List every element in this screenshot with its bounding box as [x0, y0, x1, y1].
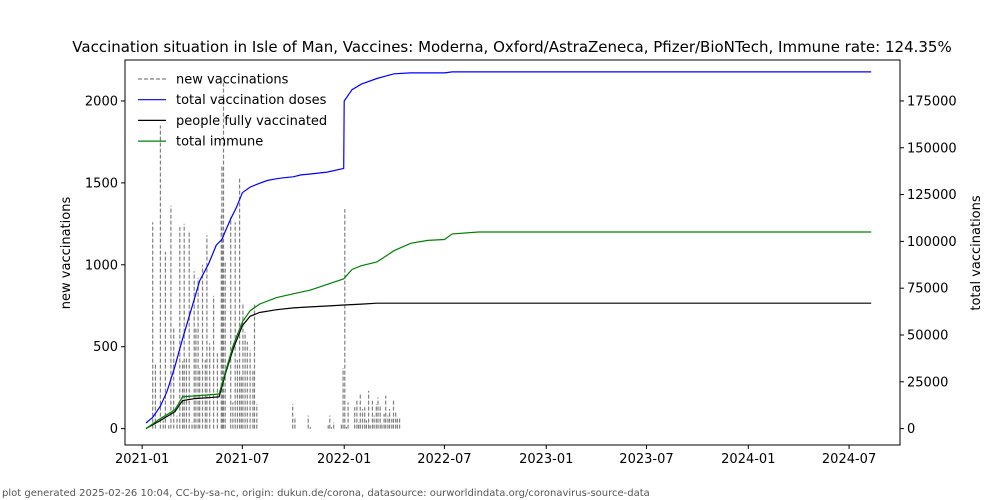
y-left-tick-label: 1500 [85, 176, 118, 191]
x-tick-label: 2021-01 [115, 452, 169, 467]
legend-label-total-immune: total immune [176, 135, 263, 150]
series-line-new-vaccinations [152, 82, 401, 429]
y-axis-left: 0 500 1000 1500 2000 [85, 94, 125, 437]
plot-area-frame [124, 59, 901, 446]
y-right-tick-label: 0 [907, 422, 915, 437]
y-left-tick-label: 2000 [85, 94, 118, 109]
y-axis-right-label: total vaccinations [969, 195, 984, 311]
y-right-tick-label: 175000 [907, 94, 957, 109]
legend-label-people-fully-vaccinated: people fully vaccinated [176, 114, 327, 129]
y-right-tick-label: 100000 [907, 235, 957, 250]
y-right-tick-label: 150000 [907, 141, 957, 156]
series-line-total-immune [145, 231, 872, 430]
y-left-tick-label: 1000 [85, 258, 118, 273]
y-left-tick-label: 500 [93, 340, 118, 355]
x-tick-label: 2023-01 [519, 452, 573, 467]
legend-label-new-vaccinations: new vaccinations [176, 73, 289, 88]
chart-title: Vaccination situation in Isle of Man, Va… [72, 38, 951, 56]
x-tick-label: 2022-07 [417, 452, 471, 467]
y-right-tick-label: 50000 [907, 329, 948, 344]
y-right-tick-label: 75000 [907, 282, 948, 297]
x-tick-label: 2021-07 [215, 452, 269, 467]
legend-label-total-vaccination-doses: total vaccination doses [176, 93, 327, 108]
x-tick-label: 2023-07 [619, 452, 673, 467]
plot-series [145, 71, 872, 430]
x-tick-label: 2022-01 [317, 452, 371, 467]
series-line-people-fully-vaccinated [145, 302, 872, 430]
y-left-tick-label: 0 [110, 422, 118, 437]
legend: new vaccinations total vaccination doses p… [138, 73, 327, 150]
y-right-tick-label: 125000 [907, 188, 957, 203]
footer-source-note: plot generated 2025-02-26 10:04, CC-by-s… [2, 488, 650, 499]
x-tick-label: 2024-07 [822, 452, 876, 467]
y-axis-right: 0 25000 50000 75000 100000 125000 150000 175000 [900, 94, 957, 437]
series-line-total-vaccination-doses [145, 71, 872, 424]
y-axis-left-label: new vaccinations [59, 197, 74, 310]
x-tick-label: 2024-01 [721, 452, 775, 467]
y-right-tick-label: 25000 [907, 375, 948, 390]
x-axis: 2021-01 2021-07 2022-01 2022-07 2023-01 2023-… [115, 445, 876, 467]
